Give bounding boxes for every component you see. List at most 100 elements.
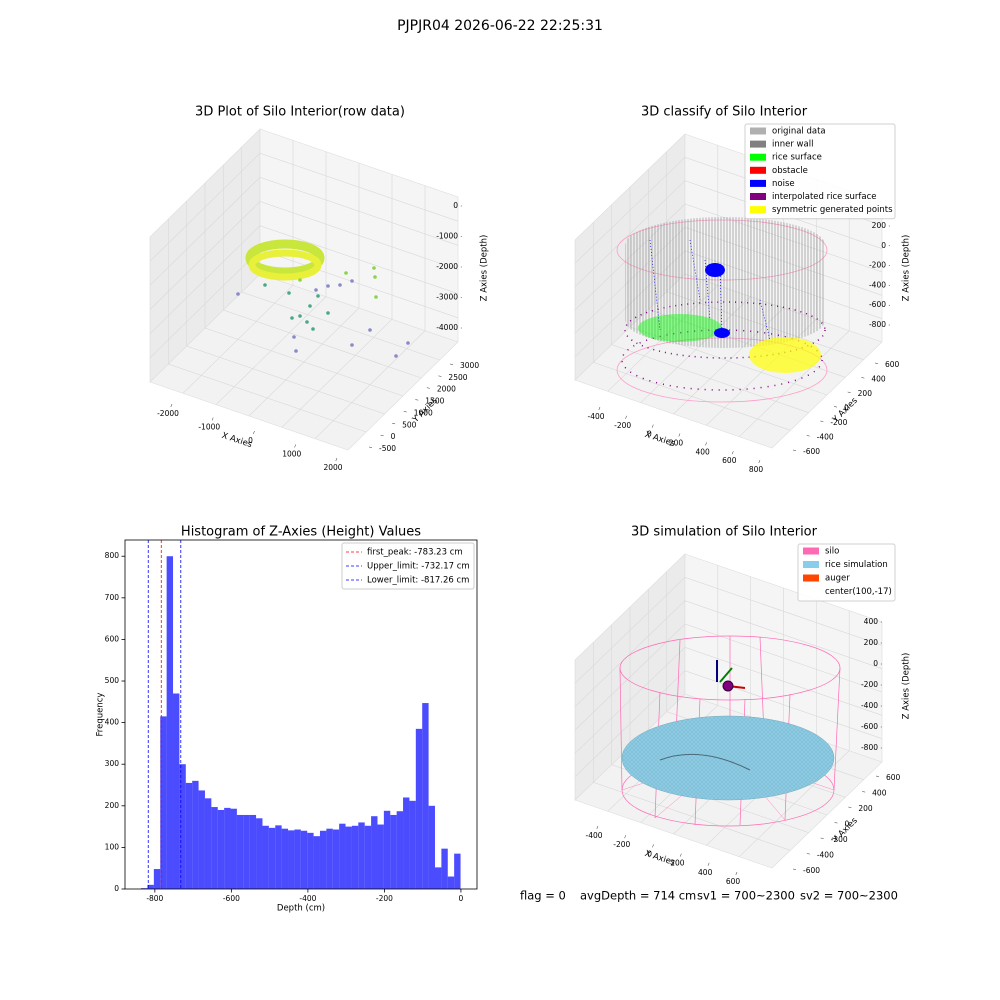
legend-label: interpolated rice surface: [772, 192, 877, 202]
tick-label: -1000: [198, 423, 220, 432]
legend-swatch: [750, 206, 766, 214]
legend-label: auger: [825, 574, 850, 584]
pane-grid: [738, 610, 850, 857]
tick-label: -400: [817, 433, 834, 442]
tick-mark: [211, 417, 214, 421]
tick-mark: [403, 411, 407, 413]
figure-title: PJPJR04 2026-06-22 22:25:31: [397, 18, 603, 34]
bar: [236, 814, 244, 889]
tick-mark: [170, 403, 173, 408]
y-tick-label: 200: [105, 801, 120, 810]
pane-grid: [149, 152, 459, 262]
bar: [243, 814, 250, 889]
bar: [441, 848, 448, 889]
legend-swatch: [750, 179, 766, 187]
legend-box: [744, 123, 896, 220]
tick-label: 400: [696, 447, 711, 456]
y-axis-label: Frequency: [96, 693, 106, 737]
tick-label: -4000: [436, 323, 458, 332]
bar: [332, 829, 340, 889]
tick-label: 400: [698, 868, 713, 877]
tick-label: -200: [869, 261, 886, 270]
legend-label: first_peak: -783.23 cm: [367, 548, 463, 558]
legend-label: original data: [772, 127, 826, 137]
tick-mark: [335, 457, 338, 462]
bar: [268, 827, 276, 889]
tick-label: 200: [858, 389, 873, 398]
pane-grid: [574, 600, 883, 707]
tick-mark: [731, 451, 734, 455]
y-tick-label: 600: [105, 634, 120, 643]
tick-mark: [847, 391, 851, 393]
tick-label: 0: [873, 659, 878, 668]
tick-mark: [861, 377, 865, 379]
tick-label: -600: [803, 447, 820, 456]
bar: [204, 798, 212, 889]
legend-label: Upper_limit: -732.17 cm: [367, 562, 470, 572]
tick-label: -800: [869, 320, 886, 329]
tick-mark: [834, 822, 838, 824]
bar: [230, 808, 237, 889]
legend-swatch: [803, 547, 819, 555]
bar: [141, 888, 148, 889]
pane-grid: [574, 576, 883, 684]
legend-box: [797, 543, 896, 602]
pane-grid: [149, 176, 459, 286]
bar: [313, 836, 320, 889]
legend-swatch: [750, 166, 766, 174]
tick-label: 0: [647, 849, 652, 858]
tick-label: 600: [886, 773, 901, 782]
tick-mark: [705, 442, 707, 446]
bar: [217, 809, 225, 889]
tick-label: 200: [669, 439, 684, 448]
legend-swatch: [750, 153, 766, 161]
tick-mark: [707, 862, 710, 866]
tick-mark: [368, 446, 373, 448]
legend-label: silo: [825, 547, 839, 557]
tick-label: 200: [864, 638, 879, 647]
bar: [173, 693, 180, 889]
tick-mark: [874, 362, 879, 364]
chart-layer: 3D Plot of Silo Interior(row data)-2000-…: [96, 105, 912, 914]
chart-title: 3D simulation of Silo Interior: [631, 525, 818, 540]
bar: [294, 829, 301, 889]
tick-mark: [833, 406, 838, 408]
tick-label: -200: [830, 418, 847, 427]
status-text: avgDepth = 714 cm: [580, 889, 696, 903]
legend-label: symmetric generated points: [772, 205, 893, 215]
tick-label: -2000: [157, 409, 179, 418]
tick-mark: [380, 434, 384, 436]
tick-label: 600: [722, 456, 737, 465]
tick-mark: [735, 871, 738, 876]
plot-frame: [124, 539, 478, 890]
y-tick-label: 0: [114, 884, 119, 893]
chart-title: 3D Plot of Silo Interior(row data): [195, 105, 405, 120]
tick-mark: [820, 837, 824, 839]
x-tick-label: -400: [299, 894, 316, 903]
bar: [339, 823, 346, 889]
tick-label: -600: [861, 722, 878, 731]
tick-label: 600: [885, 360, 900, 369]
legend-swatch: [750, 140, 766, 148]
status-text: sv1 = 700~2300: [697, 889, 795, 903]
tick-label: -200: [613, 840, 630, 849]
y-tick-label: 300: [105, 759, 120, 768]
tick-label: -400: [817, 851, 834, 860]
point-cloud: [236, 239, 410, 358]
status-text: flag = 0: [520, 889, 566, 903]
rice-surface: [621, 715, 835, 801]
legend-swatch: [803, 561, 819, 568]
tick-mark: [652, 844, 654, 848]
x-tick-label: -600: [223, 894, 240, 903]
tick-label: -200: [614, 421, 631, 430]
tick-mark: [426, 387, 430, 389]
tick-mark: [820, 420, 824, 422]
bar: [192, 780, 199, 889]
tick-mark: [806, 853, 810, 855]
bar: [409, 800, 416, 889]
tick-label: 1500: [425, 397, 444, 406]
tick-label: 200: [872, 221, 887, 230]
z-axis-label: Z Axies (Depth): [480, 235, 490, 302]
bar: [434, 867, 442, 889]
y-tick-label: 100: [105, 842, 120, 851]
